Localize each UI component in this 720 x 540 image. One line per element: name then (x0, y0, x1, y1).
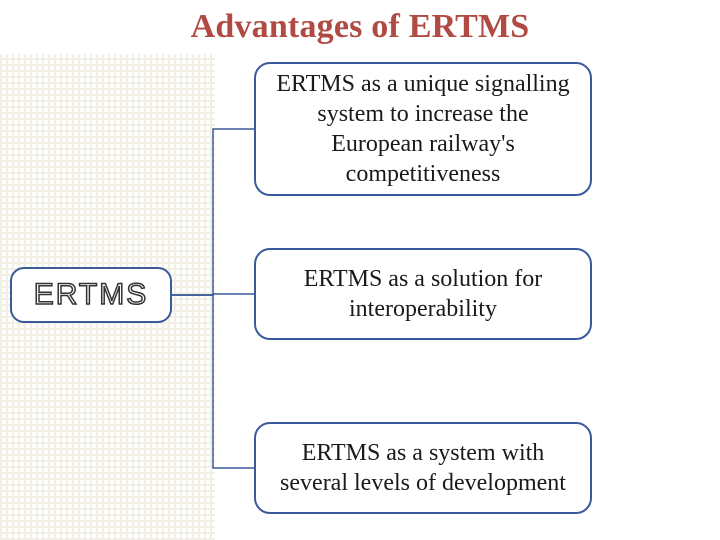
child-node: ERTMS as a unique signalling system to i… (254, 62, 592, 196)
child-node-label: ERTMS as a solution for interoperability (274, 264, 572, 324)
child-node: ERTMS as a solution for interoperability (254, 248, 592, 340)
child-node: ERTMS as a system with several levels of… (254, 422, 592, 514)
root-node-label: ERTMS (34, 278, 148, 312)
slide-title: Advantages of ERTMS (0, 8, 720, 46)
root-node: ERTMS (10, 267, 172, 323)
child-node-label: ERTMS as a system with several levels of… (274, 438, 572, 498)
child-node-label: ERTMS as a unique signalling system to i… (274, 69, 572, 189)
